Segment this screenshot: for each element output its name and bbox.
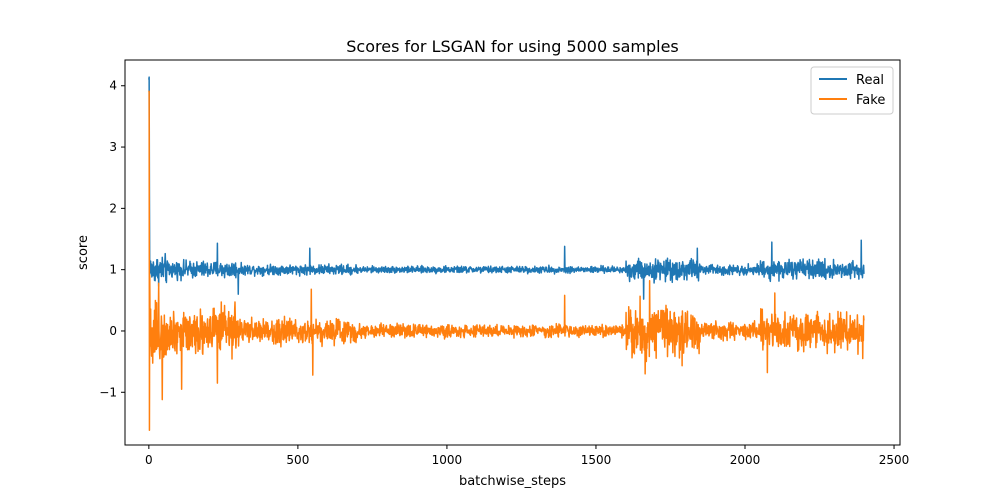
chart-title: Scores for LSGAN for using 5000 samples	[346, 37, 679, 56]
y-axis-label: score	[76, 235, 91, 270]
plot-frame	[124, 59, 901, 446]
y-tick-label: 0	[109, 324, 117, 338]
x-tick-label: 2500	[879, 453, 910, 467]
y-tick-label: −1	[99, 385, 117, 399]
x-tick-label: 500	[286, 453, 309, 467]
y-axis-ticks: −1 0 1 2 3 4	[99, 79, 125, 399]
series-line-fake	[148, 90, 865, 432]
legend: Real Fake	[810, 66, 894, 115]
x-tick-label: 1000	[432, 453, 463, 467]
series-lines	[148, 76, 865, 432]
series-line-real	[148, 76, 865, 300]
y-tick-label: 1	[109, 263, 117, 277]
x-tick-label: 1500	[581, 453, 612, 467]
y-tick-label: 2	[109, 201, 117, 215]
x-axis-ticks: 0 500 1000 1500 2000 2500	[145, 445, 909, 467]
x-tick-label: 0	[145, 453, 153, 467]
legend-label-real: Real	[856, 73, 884, 88]
y-tick-label: 4	[109, 79, 117, 93]
legend-label-fake: Fake	[856, 93, 885, 108]
x-axis-label: batchwise_steps	[459, 474, 566, 489]
y-tick-label: 3	[109, 140, 117, 154]
x-tick-label: 2000	[730, 453, 761, 467]
